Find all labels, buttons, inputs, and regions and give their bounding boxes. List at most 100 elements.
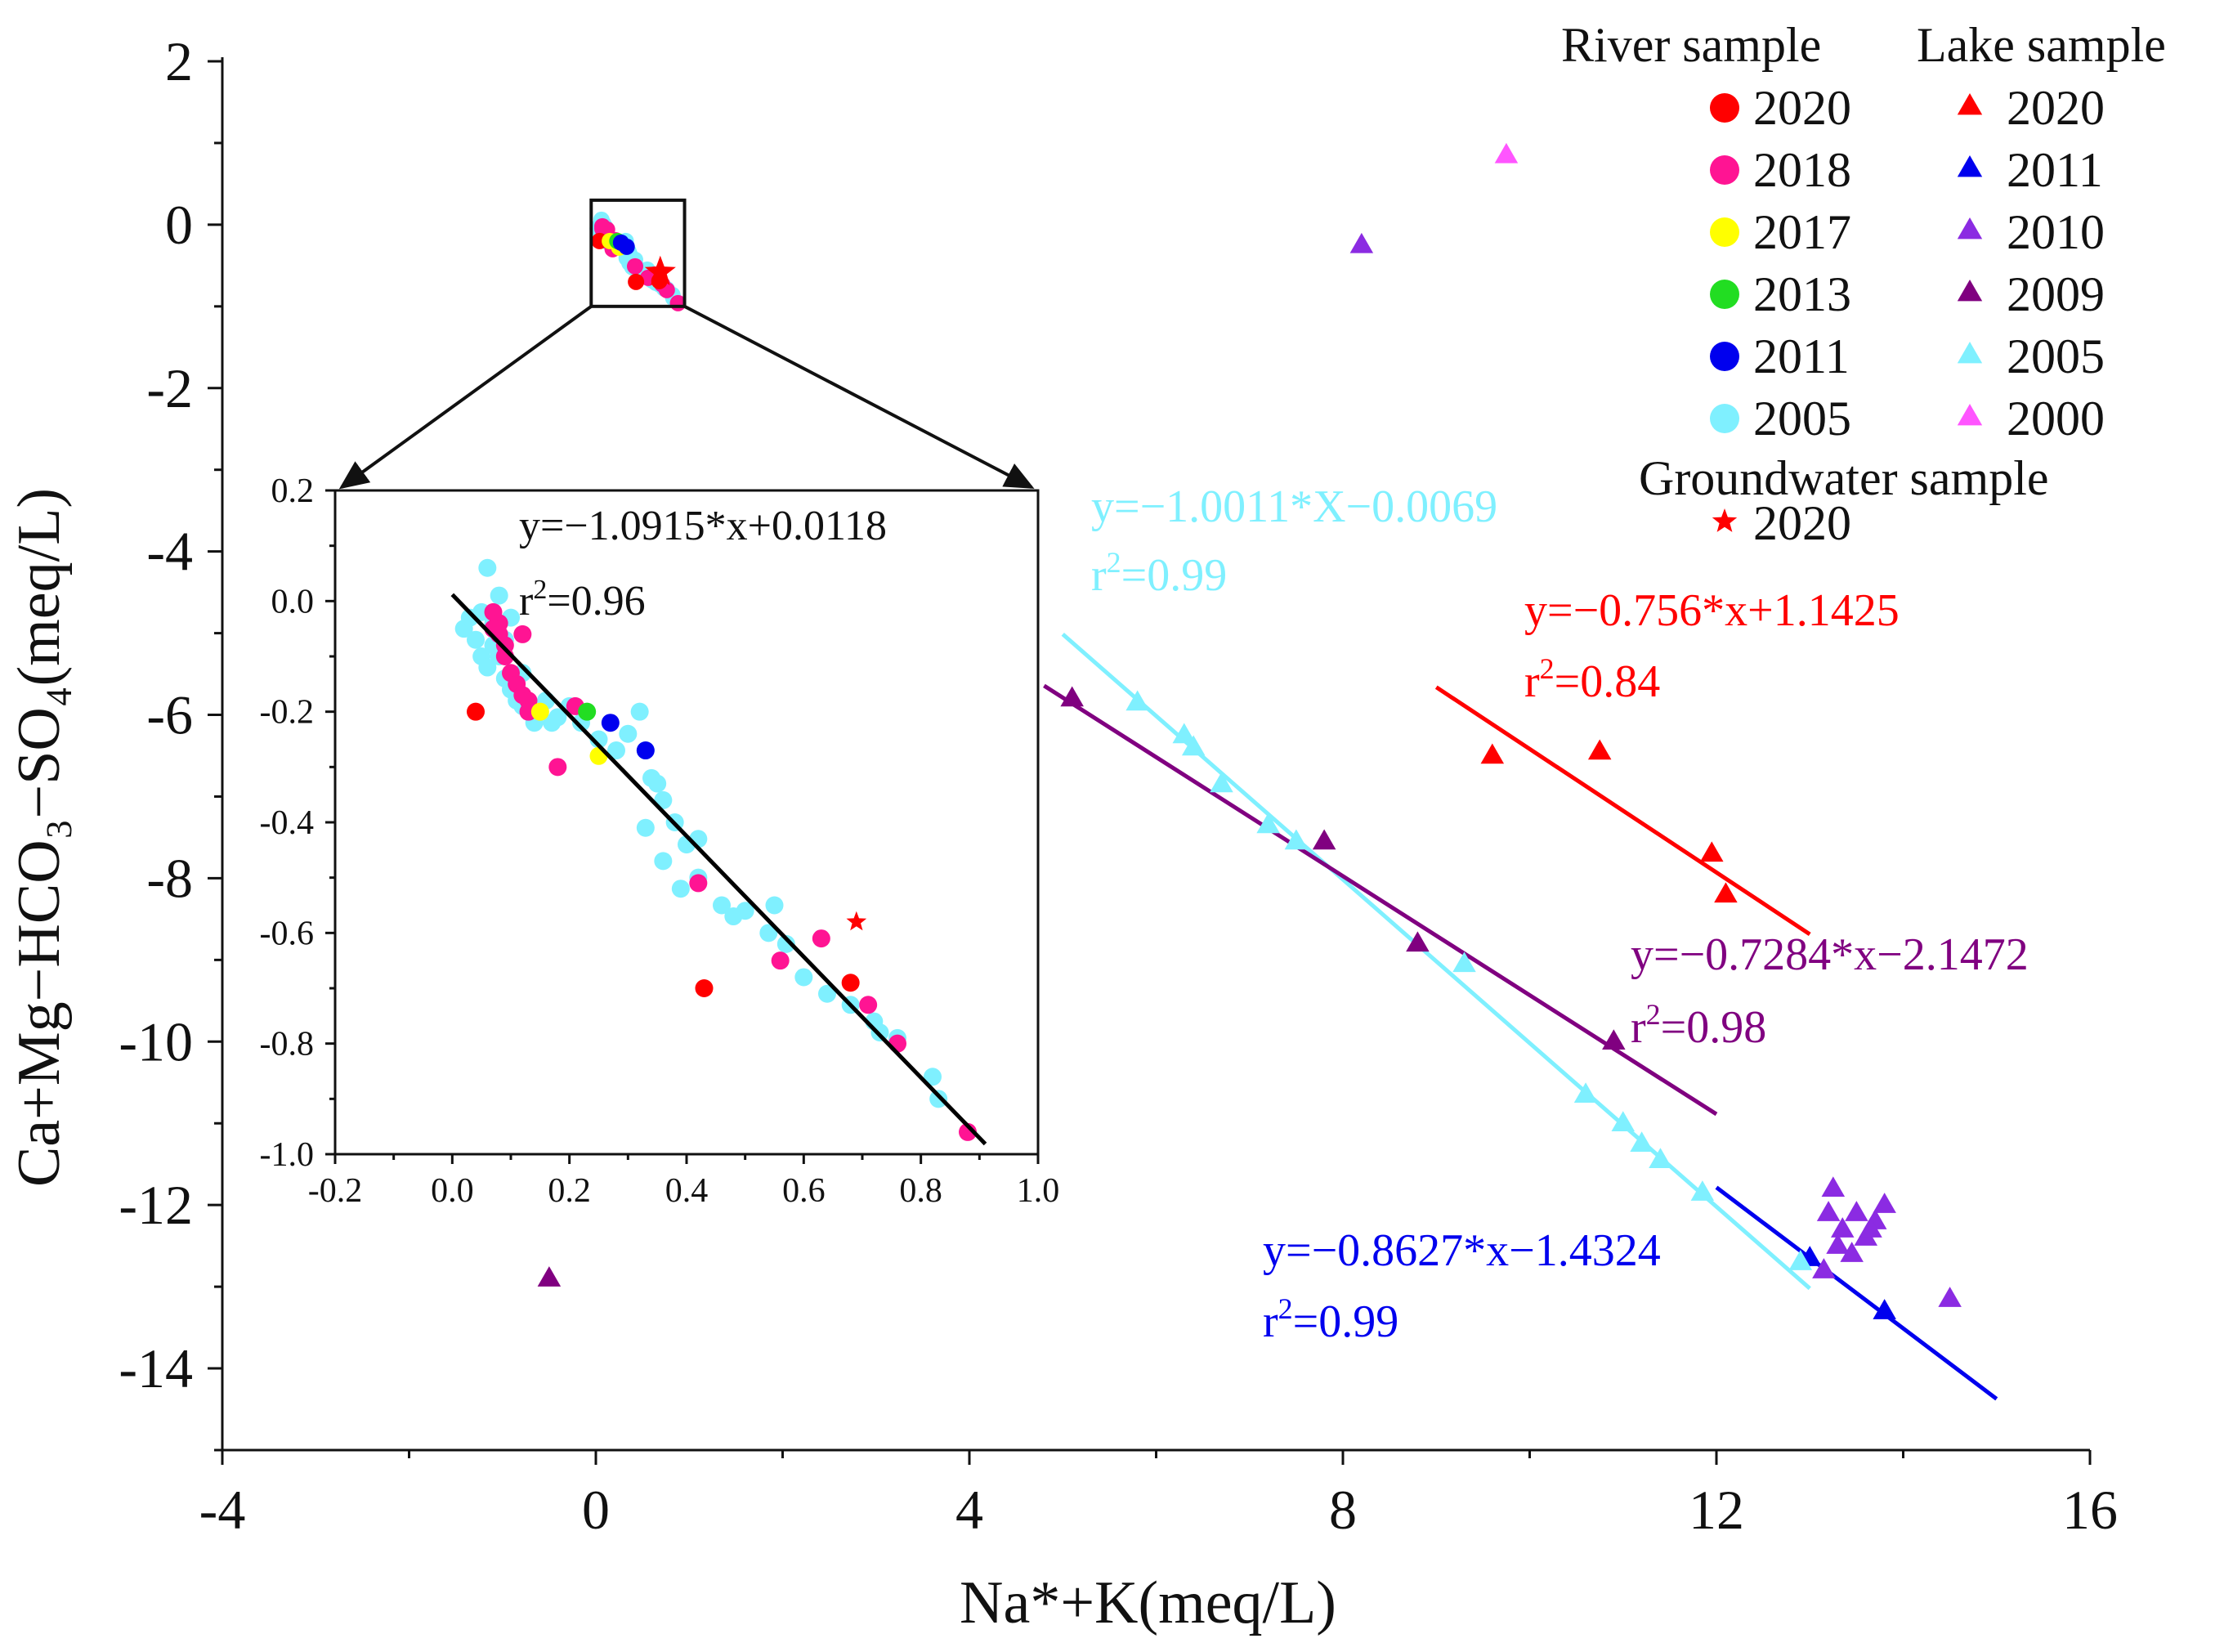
legend-lake-title: Lake sample xyxy=(1917,18,2166,72)
legend-groundwater-label: 2020 xyxy=(1753,496,1851,550)
y-tick-label: -2 xyxy=(146,357,193,419)
lake-point-2010 xyxy=(1826,1233,1850,1254)
lake-2011-fit xyxy=(1715,1185,1998,1401)
inset-y-tick-label: -0.2 xyxy=(260,694,315,732)
y-tick-label: -12 xyxy=(119,1174,193,1236)
legend: River sample Lake sample 2020 2018 2017 2013 2… xyxy=(1561,18,2166,550)
y-axis-label: Ca+Mg−HCO₃−SO₄(meq/L) xyxy=(6,488,73,1187)
inset-point-2017 xyxy=(530,702,549,721)
lake-point-2009 xyxy=(1060,686,1084,707)
inset-x-tick-label: 0.6 xyxy=(782,1172,826,1210)
legend-lake-label: 2020 xyxy=(2007,81,2105,135)
lake-point-2005 xyxy=(1256,813,1280,834)
lake-point-2009 xyxy=(1602,1029,1626,1050)
legend-lake-label: 2010 xyxy=(2007,205,2105,259)
zoom-cluster xyxy=(589,198,687,311)
y-tick-label: -6 xyxy=(146,684,193,746)
lake-point-2005 xyxy=(1181,735,1206,756)
inset-point-2005 xyxy=(648,774,667,793)
legend-river-label: 2013 xyxy=(1753,267,1851,321)
x-axis-label: Na*+K(meq/L) xyxy=(960,1569,1336,1636)
legend-river-label: 2018 xyxy=(1753,143,1851,197)
inset-plot: 0.20.0-0.2-0.4-0.6-0.8-1.0-0.2 0.0 0.2 0.4 0… xyxy=(260,472,1060,1210)
inset-point-2005 xyxy=(736,902,754,920)
legend-lake-marker xyxy=(1957,93,1983,115)
legend-river-label: 2020 xyxy=(1753,81,1851,135)
lake-point-2020 xyxy=(1714,882,1738,903)
inset-y-tick-label: 0.2 xyxy=(271,472,315,510)
inset-y-tick-label: 0.0 xyxy=(271,583,315,620)
lake-point-2020 xyxy=(1587,739,1612,760)
lake-2020-fit-equation: y=−0.756*x+1.1425 xyxy=(1524,585,1900,636)
zoom-box xyxy=(589,198,687,308)
legend-river-marker xyxy=(1710,280,1739,309)
inset-point-2018 xyxy=(548,758,567,777)
inset-point-2005 xyxy=(490,586,508,605)
inset-point-2005 xyxy=(924,1068,942,1086)
legend-river-label: 2017 xyxy=(1753,205,1851,259)
legend-river-label: 2005 xyxy=(1753,392,1851,445)
inset-point-2018 xyxy=(888,1034,906,1053)
inset-x-tick-label: 0.2 xyxy=(548,1172,591,1210)
x-tick-label: 8 xyxy=(1329,1479,1357,1541)
inset-point-2005 xyxy=(607,741,625,760)
lake-point-2005 xyxy=(1788,1250,1813,1270)
inset-y-tick-label: -1.0 xyxy=(260,1136,315,1174)
zoom-point-2020 xyxy=(628,273,645,290)
inset-point-2005 xyxy=(467,630,485,649)
lake-point-2010 xyxy=(1816,1201,1841,1221)
inset-point-2005 xyxy=(478,658,497,677)
inset-point-2005 xyxy=(478,558,497,577)
lake-2005-fit-equation: y=−1.0011*X−0.0069 xyxy=(1091,481,1497,532)
lake-2011-fit-r2: r2=0.99 xyxy=(1263,1292,1398,1347)
legend-river-marker xyxy=(1710,342,1739,371)
legend-lake-label: 2011 xyxy=(2007,143,2103,197)
lake-point-2005 xyxy=(1690,1180,1715,1201)
lake-point-2000 xyxy=(1494,142,1519,163)
legend-river-marker xyxy=(1710,155,1739,185)
lake-point-2010 xyxy=(1812,1258,1836,1278)
inset-point-2005 xyxy=(759,924,778,942)
lake-point-2005 xyxy=(1125,690,1149,711)
lake-point-2009 xyxy=(1312,829,1336,850)
inset-point-2018 xyxy=(689,874,708,893)
inset-point-2005 xyxy=(929,1090,948,1108)
zoom-point-2018 xyxy=(626,257,643,275)
y-tick-label: -14 xyxy=(119,1337,193,1399)
inset-point-2005 xyxy=(818,984,836,1003)
zoom-point-2011 xyxy=(618,238,635,255)
legend-lake-marker xyxy=(1957,155,1983,177)
inset-point-2005 xyxy=(671,880,690,898)
zoom-connector-left xyxy=(338,305,593,490)
legend-river-label: 2011 xyxy=(1753,329,1850,383)
legend-lake-label: 2005 xyxy=(2007,329,2105,383)
lake-point-2010 xyxy=(1840,1242,1864,1262)
inset-point-2005 xyxy=(636,818,655,837)
legend-groundwater-marker xyxy=(1712,508,1738,532)
zoom-groundwater-star xyxy=(644,255,676,285)
lake-2011-fit-equation: y=−0.8627*x−1.4324 xyxy=(1263,1225,1661,1276)
inset-point-2005 xyxy=(713,896,731,915)
x-tick-label: 12 xyxy=(1689,1479,1744,1541)
lake-point-2020 xyxy=(1700,841,1724,862)
inset-point-2013 xyxy=(578,702,597,721)
lake-point-2005 xyxy=(1649,1148,1672,1168)
inset-y-tick-label: -0.4 xyxy=(260,804,315,842)
lake-point-2010 xyxy=(1859,1217,1882,1238)
main-plot: 2 0 -2 -4 -6 -8 -10 -12 -14 -4 0 4 8 12 16 Na*+K(meq/L)… xyxy=(6,30,2118,1636)
y-tick-label: -10 xyxy=(119,1010,193,1072)
inset-x-tick-label: 0.8 xyxy=(899,1172,942,1210)
inset-point-2005 xyxy=(548,708,567,727)
inset-point-2020 xyxy=(467,702,485,721)
zoom-connector-right xyxy=(683,305,1035,489)
lake-2005-fit-r2: r2=0.99 xyxy=(1091,546,1227,601)
inset-point-2005 xyxy=(630,702,649,721)
inset-fit-equation: y=−1.0915*x+0.0118 xyxy=(519,503,887,549)
legend-river-marker xyxy=(1710,93,1739,123)
lake-point-2005 xyxy=(1630,1131,1653,1152)
lake-point-2010 xyxy=(1938,1287,1962,1307)
inset-y-tick-label: -0.8 xyxy=(260,1026,315,1063)
lake-point-2010 xyxy=(1873,1193,1896,1213)
x-tick-label: -4 xyxy=(199,1479,246,1541)
legend-lake-marker xyxy=(1957,404,1983,426)
